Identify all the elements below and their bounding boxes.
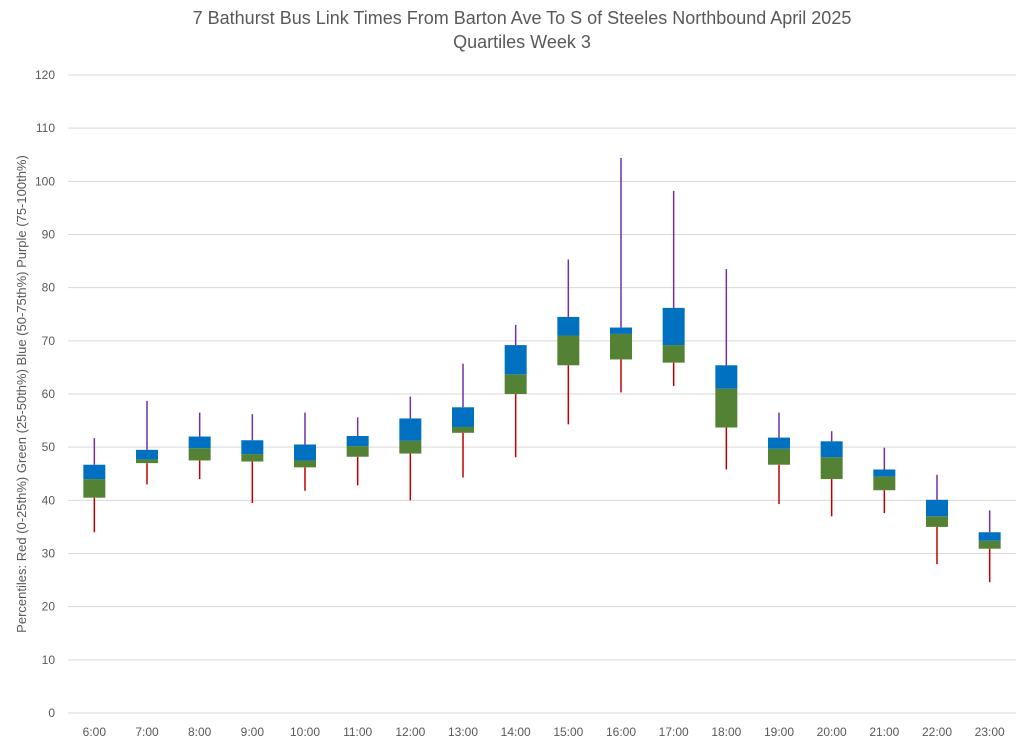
x-tick-label: 11:00 <box>343 725 372 739</box>
upper-box <box>136 449 158 460</box>
lower-box <box>662 345 685 363</box>
upper-box <box>294 444 316 461</box>
lower-box <box>820 457 843 480</box>
x-tick-label: 17:00 <box>659 725 689 739</box>
lower-box <box>452 426 474 433</box>
upper-box <box>820 441 843 458</box>
x-tick-label: 9:00 <box>241 725 265 739</box>
upper-box <box>768 437 790 449</box>
upper-box <box>978 532 1001 541</box>
y-tick-label: 70 <box>42 334 56 348</box>
y-tick-label: 100 <box>35 174 55 188</box>
upper-box <box>188 436 211 449</box>
x-tick-label: 14:00 <box>501 725 531 739</box>
x-tick-label: 20:00 <box>817 725 847 739</box>
x-tick-label: 23:00 <box>975 725 1005 739</box>
upper-box <box>926 499 948 517</box>
lower-box <box>83 479 106 498</box>
y-tick-label: 50 <box>42 440 56 454</box>
upper-box <box>715 365 738 389</box>
upper-box <box>504 345 527 375</box>
lower-box <box>978 540 1001 549</box>
lower-box <box>136 459 158 464</box>
lower-box <box>715 388 738 428</box>
y-tick-label: 90 <box>42 228 56 242</box>
x-tick-label: 10:00 <box>290 725 320 739</box>
y-tick-label: 20 <box>42 600 56 614</box>
y-tick-label: 80 <box>42 281 56 295</box>
lower-box <box>610 333 632 360</box>
upper-box <box>873 469 896 477</box>
y-tick-label: 110 <box>36 121 55 135</box>
x-tick-label: 19:00 <box>764 725 794 739</box>
y-tick-label: 10 <box>42 653 56 667</box>
upper-box <box>399 418 422 441</box>
x-tick-label: 22:00 <box>922 725 952 739</box>
lower-box <box>504 374 527 394</box>
x-tick-label: 21:00 <box>869 725 899 739</box>
x-tick-label: 7:00 <box>135 725 159 739</box>
y-tick-label: 120 <box>35 68 55 82</box>
upper-box <box>557 316 580 336</box>
x-tick-label: 16:00 <box>606 725 636 739</box>
lower-box <box>926 516 948 527</box>
chart-title: 7 Bathurst Bus Link Times From Barton Av… <box>193 8 852 28</box>
x-tick-label: 18:00 <box>711 725 741 739</box>
y-tick-label: 40 <box>42 493 56 507</box>
upper-box <box>83 464 106 480</box>
upper-box <box>241 440 264 455</box>
x-tick-label: 6:00 <box>83 725 107 739</box>
x-tick-label: 12:00 <box>395 725 425 739</box>
upper-box <box>662 307 685 346</box>
lower-box <box>873 476 896 491</box>
lower-box <box>241 454 264 462</box>
upper-box <box>346 436 369 447</box>
upper-box <box>452 407 474 427</box>
lower-box <box>188 448 211 461</box>
y-tick-label: 30 <box>42 547 56 561</box>
lower-box <box>399 440 422 454</box>
lower-box <box>768 448 790 465</box>
x-tick-label: 13:00 <box>448 725 478 739</box>
y-tick-label: 60 <box>42 387 56 401</box>
chart-subtitle: Quartiles Week 3 <box>453 32 591 52</box>
lower-box <box>294 460 316 468</box>
lower-box <box>346 446 369 457</box>
y-tick-label: 0 <box>48 706 55 720</box>
upper-box <box>610 327 632 334</box>
lower-box <box>557 335 580 366</box>
x-tick-label: 8:00 <box>188 725 212 739</box>
x-tick-label: 15:00 <box>553 725 583 739</box>
y-axis-label: Percentiles: Red (0-25th%) Green (25-50t… <box>14 155 29 633</box>
